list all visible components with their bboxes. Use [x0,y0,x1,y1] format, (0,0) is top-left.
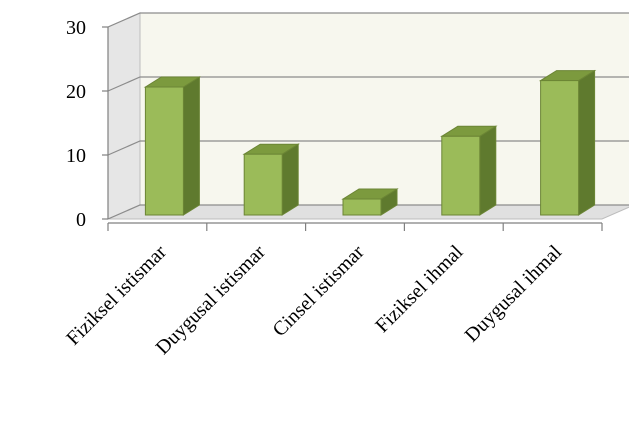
x-tick-label: Cinsel istismar [269,241,369,341]
bar-front-face [441,135,481,216]
bar [440,125,498,216]
bar-side-face [182,76,200,216]
bar [341,188,399,216]
bar-side-face [578,69,596,216]
axes [102,26,603,231]
bars [143,69,597,216]
bar-side-face [479,125,497,216]
y-tick-label: 30 [66,17,86,39]
bar [538,69,597,216]
y-axis-tick-labels: 0 10 20 30 [66,17,86,231]
gridline-20 [107,76,629,92]
x-tick-label: Duygusal ihmal [461,241,567,347]
x-tick-label: Duygusal istismar [152,241,270,359]
y-tick-label: 0 [76,209,86,231]
bar [242,143,300,216]
bar-front-face [342,198,382,216]
x-tick-label: Fiziksel ihmal [371,241,467,337]
bar-front-face [144,86,184,216]
side-wall [107,12,141,220]
y-tick-label: 20 [66,81,86,103]
gridline-30 [107,12,629,28]
bar-front-face [243,153,283,216]
bar-front-face [540,80,580,216]
y-tick-label: 10 [66,145,86,167]
bar [143,76,202,216]
x-tick-label: Fiziksel istismar [62,241,171,350]
bar-side-face [281,143,299,216]
